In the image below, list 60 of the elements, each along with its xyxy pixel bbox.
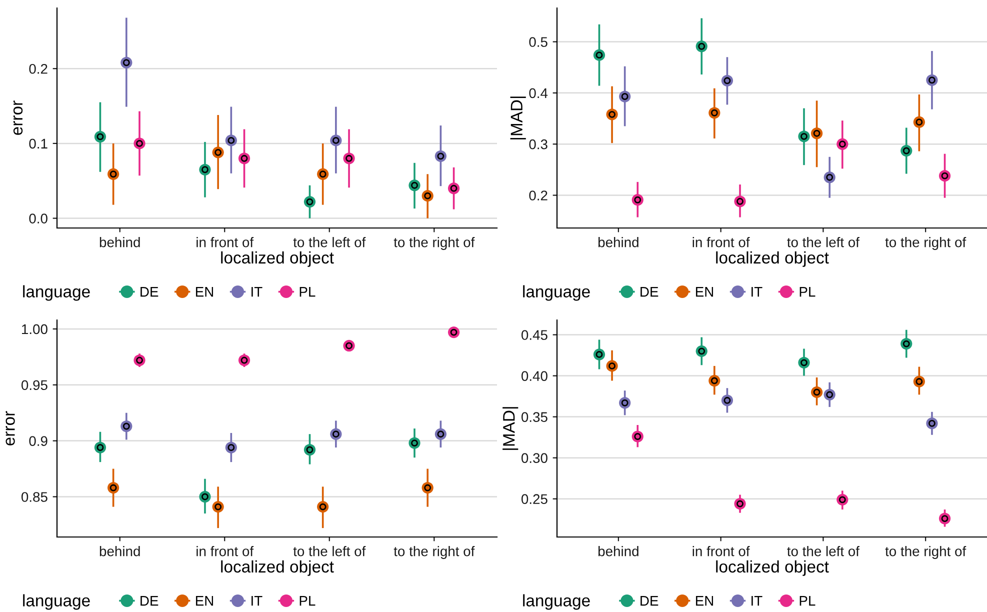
- x-tick-label: to the left of: [787, 546, 860, 556]
- legend-label: EN: [196, 596, 214, 606]
- y-tick-label: 0.1: [29, 138, 48, 149]
- x-tick-label: behind: [100, 546, 140, 556]
- y-axis-title: |MAD|: [502, 407, 518, 450]
- x-tick-label: to the right of: [394, 546, 475, 559]
- legend-label: DE: [140, 287, 158, 297]
- x-tick-label: behind: [100, 237, 140, 248]
- legend-label: EN: [696, 596, 714, 606]
- legend-label: IT: [252, 596, 262, 606]
- x-tick-label: behind: [598, 546, 638, 556]
- x-tick-label: behind: [598, 237, 638, 248]
- x-tick-label: to the right of: [885, 237, 966, 250]
- x-axis-title: localized object: [221, 560, 334, 576]
- legend-label: EN: [696, 287, 714, 297]
- y-axis-title: error: [13, 100, 23, 135]
- y-tick-label: 0.4: [529, 88, 548, 98]
- x-tick-label: to the left of: [293, 546, 366, 556]
- x-tick-label: in front of: [196, 237, 254, 248]
- y-tick-label: 0.40: [521, 371, 548, 381]
- legend-title: language: [23, 594, 90, 610]
- x-axis-title: localized object: [716, 560, 829, 576]
- y-tick-label: 0.9: [29, 436, 48, 446]
- legend-label: IT: [252, 287, 262, 297]
- legend-label: EN: [196, 287, 214, 297]
- legend-label: DE: [640, 287, 658, 297]
- y-tick-label: 0.5: [529, 37, 548, 47]
- x-tick-label: to the right of: [885, 546, 966, 559]
- legend-label: PL: [300, 596, 316, 606]
- x-tick-label: in front of: [692, 546, 750, 556]
- legend-label: DE: [640, 596, 658, 606]
- x-tick-label: to the left of: [293, 237, 366, 248]
- legend-label: PL: [300, 287, 316, 297]
- y-tick-label: 0.2: [29, 64, 48, 74]
- x-tick-label: in front of: [692, 237, 750, 248]
- y-tick-label: 0.35: [521, 412, 548, 422]
- legend-title: language: [23, 285, 90, 301]
- legend-label: PL: [800, 596, 816, 606]
- x-axis-title: localized object: [716, 251, 829, 267]
- x-tick-label: in front of: [196, 546, 254, 556]
- x-axis-title: localized object: [221, 251, 334, 267]
- y-axis-title: error: [6, 411, 15, 446]
- x-tick-label: to the left of: [787, 237, 860, 248]
- y-tick-label: 0.85: [21, 492, 48, 502]
- y-tick-label: 0.2: [529, 190, 548, 200]
- legend-label: IT: [752, 287, 762, 297]
- y-tick-label: 0.30: [521, 453, 548, 463]
- y-tick-label: 0.3: [529, 139, 548, 150]
- legend-title: language: [523, 594, 590, 610]
- legend-title: language: [523, 285, 590, 301]
- y-axis-title: |MAD|: [510, 96, 526, 140]
- y-tick-label: 0.45: [521, 330, 548, 340]
- y-tick-label: 0.95: [21, 380, 48, 390]
- x-tick-label: to the right of: [394, 237, 475, 250]
- legend-label: DE: [140, 596, 158, 606]
- legend-label: IT: [752, 596, 762, 606]
- y-tick-label: 0.0: [29, 214, 48, 224]
- y-tick-label: 1.00: [22, 324, 48, 334]
- legend-label: PL: [800, 287, 816, 297]
- y-tick-label: 0.25: [521, 494, 548, 504]
